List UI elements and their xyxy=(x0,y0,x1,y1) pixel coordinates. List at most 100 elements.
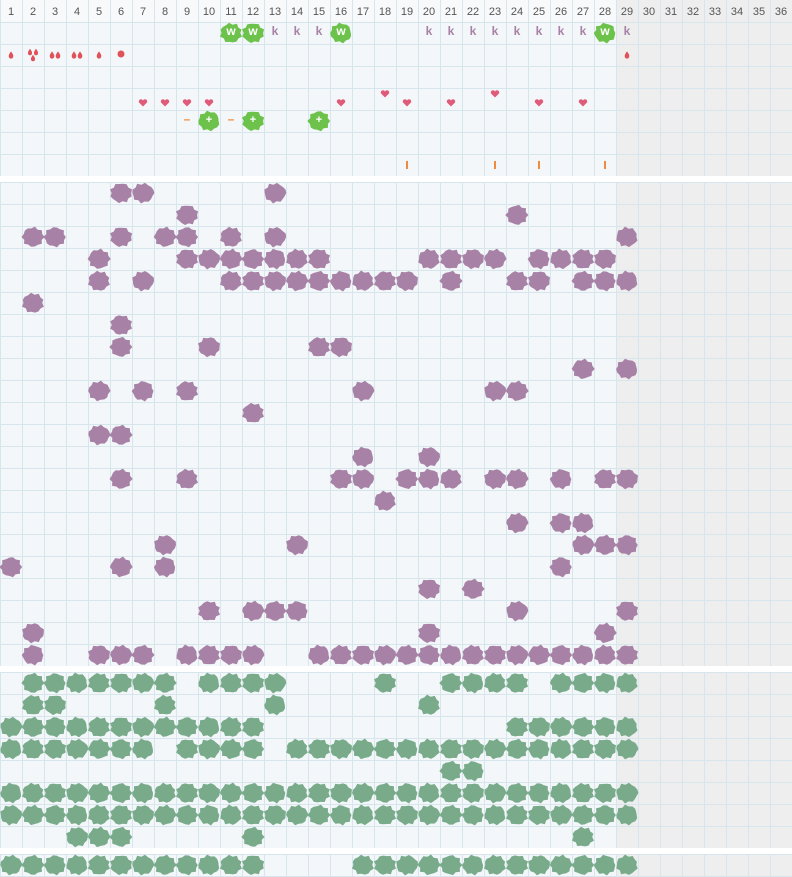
blob xyxy=(330,469,352,489)
letter: k xyxy=(272,24,279,38)
blob xyxy=(351,738,375,760)
blob xyxy=(198,739,221,760)
blob xyxy=(418,248,440,269)
heart xyxy=(446,99,456,107)
blob xyxy=(417,645,440,666)
blob xyxy=(616,270,638,292)
blob xyxy=(43,717,66,738)
blob xyxy=(484,782,507,804)
blob xyxy=(110,855,132,876)
blob xyxy=(506,468,529,490)
blob xyxy=(571,854,595,875)
blob xyxy=(528,271,550,292)
blob xyxy=(264,672,287,694)
blob xyxy=(417,854,441,876)
blob xyxy=(87,248,111,269)
blob xyxy=(0,557,23,578)
day-label: 27 xyxy=(577,6,589,18)
drop xyxy=(55,51,61,59)
section-separator xyxy=(0,848,792,854)
blob xyxy=(571,358,595,379)
blob xyxy=(418,447,440,468)
day-label: 22 xyxy=(467,6,479,18)
blob xyxy=(197,645,220,665)
blob xyxy=(462,783,484,804)
heart xyxy=(380,90,390,98)
blob xyxy=(527,783,550,804)
blob xyxy=(440,249,462,269)
blob xyxy=(242,855,265,875)
blob xyxy=(43,855,66,876)
blob xyxy=(153,556,176,578)
blob xyxy=(242,271,264,291)
day-label: 5 xyxy=(96,6,102,18)
blob xyxy=(110,183,132,204)
blob xyxy=(484,804,506,826)
day-label: 29 xyxy=(621,6,633,18)
blob xyxy=(330,337,352,358)
heart xyxy=(336,99,346,107)
blob xyxy=(242,805,264,825)
heart xyxy=(160,99,170,107)
blob xyxy=(462,249,484,270)
blob xyxy=(110,227,133,247)
blob xyxy=(484,645,506,665)
blob xyxy=(175,855,198,876)
day-label: 26 xyxy=(555,6,567,18)
blob xyxy=(593,534,617,555)
blob xyxy=(549,645,573,666)
blob xyxy=(307,270,331,291)
blob xyxy=(572,826,594,847)
blob xyxy=(593,271,616,292)
blob xyxy=(616,804,638,826)
drop xyxy=(30,54,36,62)
blob xyxy=(219,248,243,270)
blob xyxy=(0,782,21,804)
letter: k xyxy=(580,24,587,38)
drop xyxy=(8,51,14,59)
drop xyxy=(96,51,102,59)
blob xyxy=(440,783,463,803)
blob xyxy=(505,782,529,803)
blob xyxy=(220,672,242,693)
blob xyxy=(616,601,638,621)
day-label: 6 xyxy=(118,6,124,18)
blob xyxy=(506,804,528,825)
blob xyxy=(484,469,506,490)
blob xyxy=(396,805,418,826)
blob xyxy=(0,716,23,738)
blob xyxy=(439,855,463,876)
blob xyxy=(286,738,308,759)
blob xyxy=(550,804,573,826)
heart xyxy=(402,99,412,107)
blob xyxy=(219,782,243,804)
blob xyxy=(439,270,463,291)
day-label: 7 xyxy=(140,6,146,18)
blob xyxy=(87,673,110,693)
blob xyxy=(66,738,89,760)
blob xyxy=(198,249,221,270)
day-label: 1 xyxy=(8,6,14,18)
blob xyxy=(153,672,177,693)
blob xyxy=(66,827,88,848)
blob xyxy=(549,469,572,490)
day-label: 8 xyxy=(162,6,168,18)
letter: k xyxy=(624,24,631,38)
blob xyxy=(505,380,529,401)
blob xyxy=(198,110,220,132)
blob xyxy=(352,645,375,665)
letter: w xyxy=(335,24,346,38)
blob xyxy=(484,672,506,693)
blob xyxy=(440,644,461,666)
blob xyxy=(352,854,374,875)
day-label: 14 xyxy=(291,6,303,18)
blob xyxy=(198,854,220,876)
blob xyxy=(418,804,441,826)
drop xyxy=(27,48,33,56)
blob xyxy=(616,854,638,875)
blob xyxy=(616,738,639,760)
blob xyxy=(571,672,595,693)
blob xyxy=(373,782,397,803)
blob xyxy=(616,782,639,804)
blob xyxy=(132,738,153,760)
